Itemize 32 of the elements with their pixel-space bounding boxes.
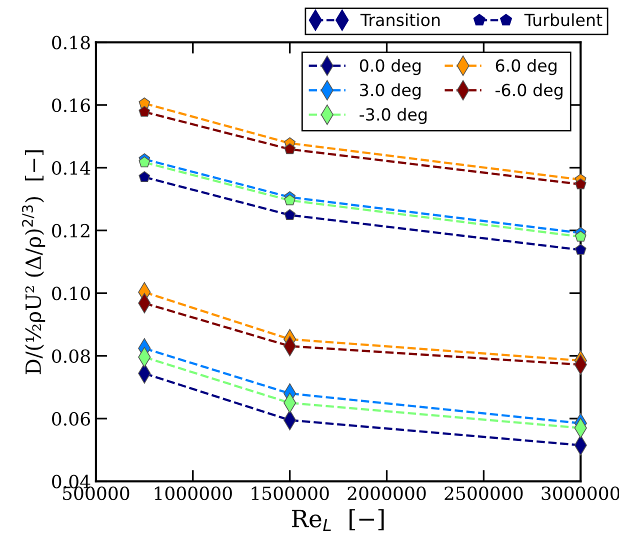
x-tick-label: 1000000 xyxy=(154,486,232,500)
legend-label: 6.0 deg xyxy=(496,58,556,76)
y-tick-label: 0.18 xyxy=(52,36,90,50)
x-axis-title: Re$_{L}$ [−] xyxy=(292,509,384,531)
point xyxy=(284,194,296,206)
x-tick-label: 500000 xyxy=(63,486,130,500)
text: Turbulent xyxy=(524,13,602,26)
point xyxy=(284,209,296,220)
y-tick-label: 0.08 xyxy=(52,349,90,363)
point xyxy=(574,178,586,190)
point xyxy=(138,156,150,168)
x-tick-label: 2500000 xyxy=(444,486,523,500)
y-tick-label: 0.10 xyxy=(52,286,90,300)
point xyxy=(574,230,586,242)
x-tick-label: 1500000 xyxy=(252,486,329,500)
point xyxy=(574,244,586,255)
point xyxy=(138,97,150,108)
point xyxy=(138,171,150,182)
y-tick-label: 0.16 xyxy=(52,98,90,112)
y-tick-label: 0.04 xyxy=(52,474,90,488)
legend-label: 0.0 deg xyxy=(360,58,421,76)
y-axis-title: D/(½ρU² (Δ/ρ)$^{2/3}$) [−] xyxy=(22,150,46,374)
y-tick-label: 0.14 xyxy=(52,161,90,175)
legend-label: -6.0 deg xyxy=(496,83,562,100)
legend-label: 3.0 deg xyxy=(360,83,421,100)
text: Transition xyxy=(360,13,440,26)
point xyxy=(284,143,296,154)
y-tick-label: 0.12 xyxy=(52,224,90,238)
y-tick-label: 0.06 xyxy=(52,412,90,426)
point xyxy=(138,106,150,117)
legend-label: -3.0 deg xyxy=(360,108,427,124)
x-tick-label: 2000000 xyxy=(348,486,426,500)
